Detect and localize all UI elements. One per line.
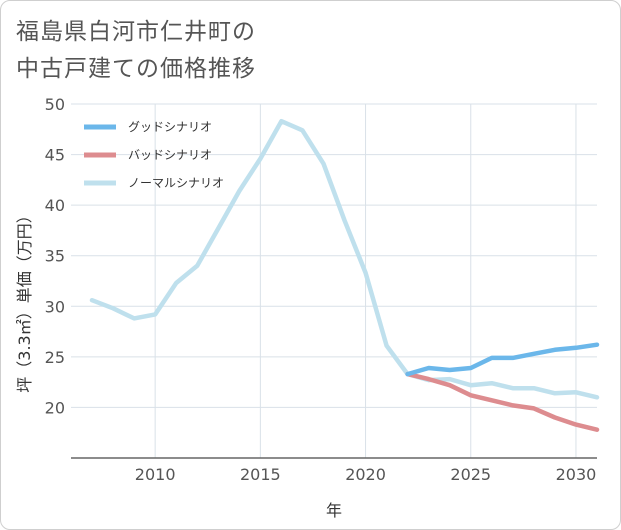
- series-line-2: [405, 371, 600, 432]
- y-tick-label-30: 30: [45, 297, 65, 316]
- x-tick-label-2025: 2025: [450, 465, 491, 484]
- y-tick-label-35: 35: [45, 247, 65, 266]
- y-tick-label-50: 50: [45, 95, 65, 114]
- x-tick-label-2020: 2020: [345, 465, 386, 484]
- chart-title-line-2: 中古戸建ての価格推移: [16, 56, 256, 82]
- x-tick-label-2015: 2015: [240, 465, 281, 484]
- x-tick-label-2010: 2010: [135, 465, 176, 484]
- series-lines: [89, 118, 600, 432]
- y-tick-label-40: 40: [45, 196, 65, 215]
- y-tick-labels: 20 25 30 35 40 45 50: [45, 95, 65, 417]
- x-tick-label-2030: 2030: [556, 465, 597, 484]
- series-line-3: [89, 118, 600, 400]
- x-tick-labels: 2010 2015 2020 2025 2030: [135, 465, 597, 484]
- y-tick-label-45: 45: [45, 146, 65, 165]
- series-line-1: [405, 342, 600, 377]
- legend-label-3: ノーマルシナリオ: [128, 176, 224, 190]
- y-tick-label-20: 20: [45, 398, 65, 417]
- chart-title: 福島県白河市仁井町の 中古戸建ての価格推移: [16, 14, 576, 88]
- legend-label-2: バッドシナリオ: [128, 148, 212, 162]
- legend-label-1: グッドシナリオ: [128, 120, 212, 134]
- x-axis-label: 年: [326, 501, 342, 520]
- y-axis-label: 坪（3.3㎡）単価（万円）: [15, 207, 34, 392]
- y-tick-label-25: 25: [45, 348, 65, 367]
- chart-title-line-1: 福島県白河市仁井町の: [16, 19, 256, 45]
